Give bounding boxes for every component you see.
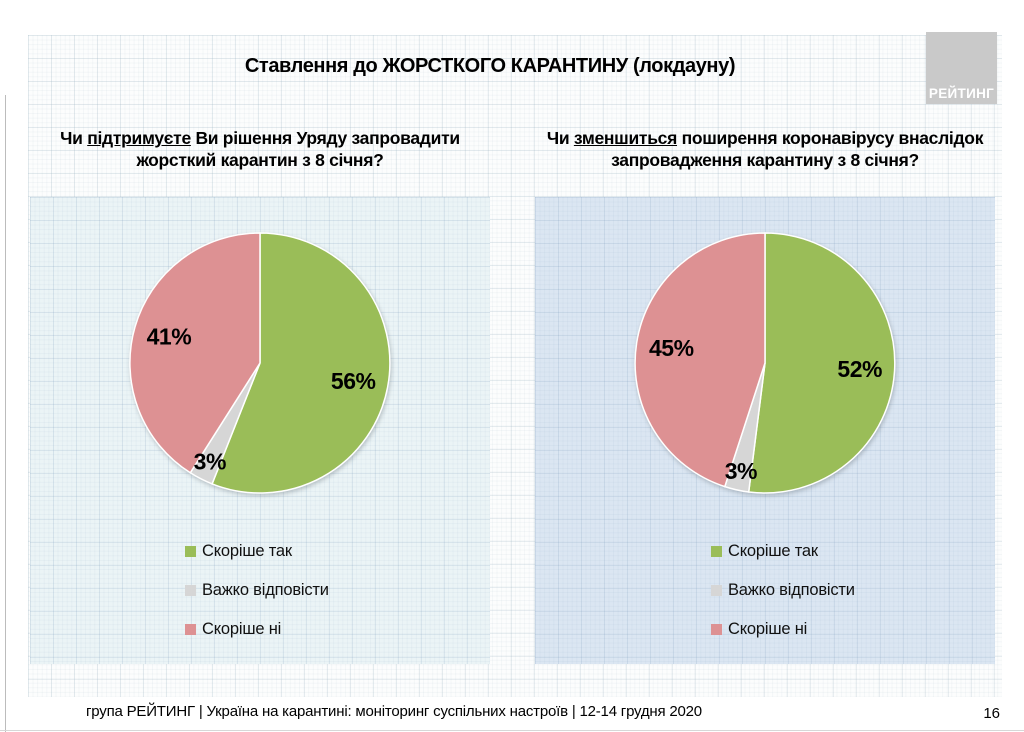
chart-panel-left: 56% 3% 41% Скоріше так Важко відповісти Скор… [30, 197, 490, 664]
pie-value-label: 3% [194, 449, 226, 475]
question-left-pre: Чи [60, 128, 88, 148]
pie-chart-left: 56% 3% 41% [129, 232, 391, 494]
legend-swatch [185, 545, 196, 557]
page-number: 16 [983, 705, 1000, 722]
legend-left: Скоріше так Важко відповісти Скоріше ні [185, 541, 329, 658]
legend-item: Скоріше так [185, 541, 329, 561]
legend-item: Скоріше ні [185, 619, 329, 639]
rating-logo-text: РЕЙТИНГ [928, 86, 995, 101]
pie-slice [211, 232, 391, 494]
bottom-edge-rule [0, 730, 1024, 731]
legend-label: Скоріше так [728, 541, 818, 560]
pie-value-label: 56% [331, 368, 376, 394]
pie-value-label: 52% [837, 356, 882, 382]
question-left-underlined: підтримуєте [87, 128, 191, 148]
pie-value-label: 3% [725, 458, 757, 484]
legend-item: Важко відповісти [711, 580, 855, 600]
legend-label: Важко відповісти [728, 580, 855, 599]
legend-swatch [711, 584, 722, 596]
legend-swatch [185, 584, 196, 596]
legend-label: Скоріше ні [728, 619, 808, 638]
rating-group-logo: РЕЙТИНГ [926, 32, 997, 104]
question-right-post: поширення коронавірусу внаслідок запрова… [611, 128, 984, 170]
pie-chart-right: 52% 3% 45% [634, 232, 896, 494]
legend-label: Важко відповісти [202, 580, 329, 599]
pie-value-label: 45% [649, 335, 694, 361]
pie-slice [747, 232, 896, 494]
question-left-post: Ви рішення Уряду запровадити жорсткий ка… [136, 128, 460, 170]
pie-slice [634, 232, 766, 488]
chart-panel-right: 52% 3% 45% Скоріше так Важко відповісти Скор… [535, 197, 995, 664]
pie-slice [129, 232, 261, 474]
legend-item: Скоріше ні [711, 619, 855, 639]
legend-item: Важко відповісти [185, 580, 329, 600]
legend-swatch [185, 623, 196, 635]
question-right-underlined: зменшиться [573, 128, 678, 148]
slide-title: Ставлення до ЖОРСТКОГО КАРАНТИНУ (локдау… [244, 55, 736, 77]
legend-label: Скоріше так [202, 541, 292, 560]
legend-swatch [711, 545, 722, 557]
left-edge-rule [5, 95, 6, 732]
question-right: Чи зменшиться поширення коронавірусу вна… [533, 127, 997, 171]
question-left: Чи підтримуєте Ви рішення Уряду запровад… [30, 127, 490, 171]
legend-label: Скоріше ні [202, 619, 282, 638]
footer-source-line: група РЕЙТИНГ | Україна на карантині: мо… [86, 703, 702, 720]
pie-value-label: 41% [147, 324, 192, 350]
legend-right: Скоріше так Важко відповісти Скоріше ні [711, 541, 855, 658]
question-right-pre: Чи [546, 128, 574, 148]
legend-swatch [711, 623, 722, 635]
legend-item: Скоріше так [711, 541, 855, 561]
